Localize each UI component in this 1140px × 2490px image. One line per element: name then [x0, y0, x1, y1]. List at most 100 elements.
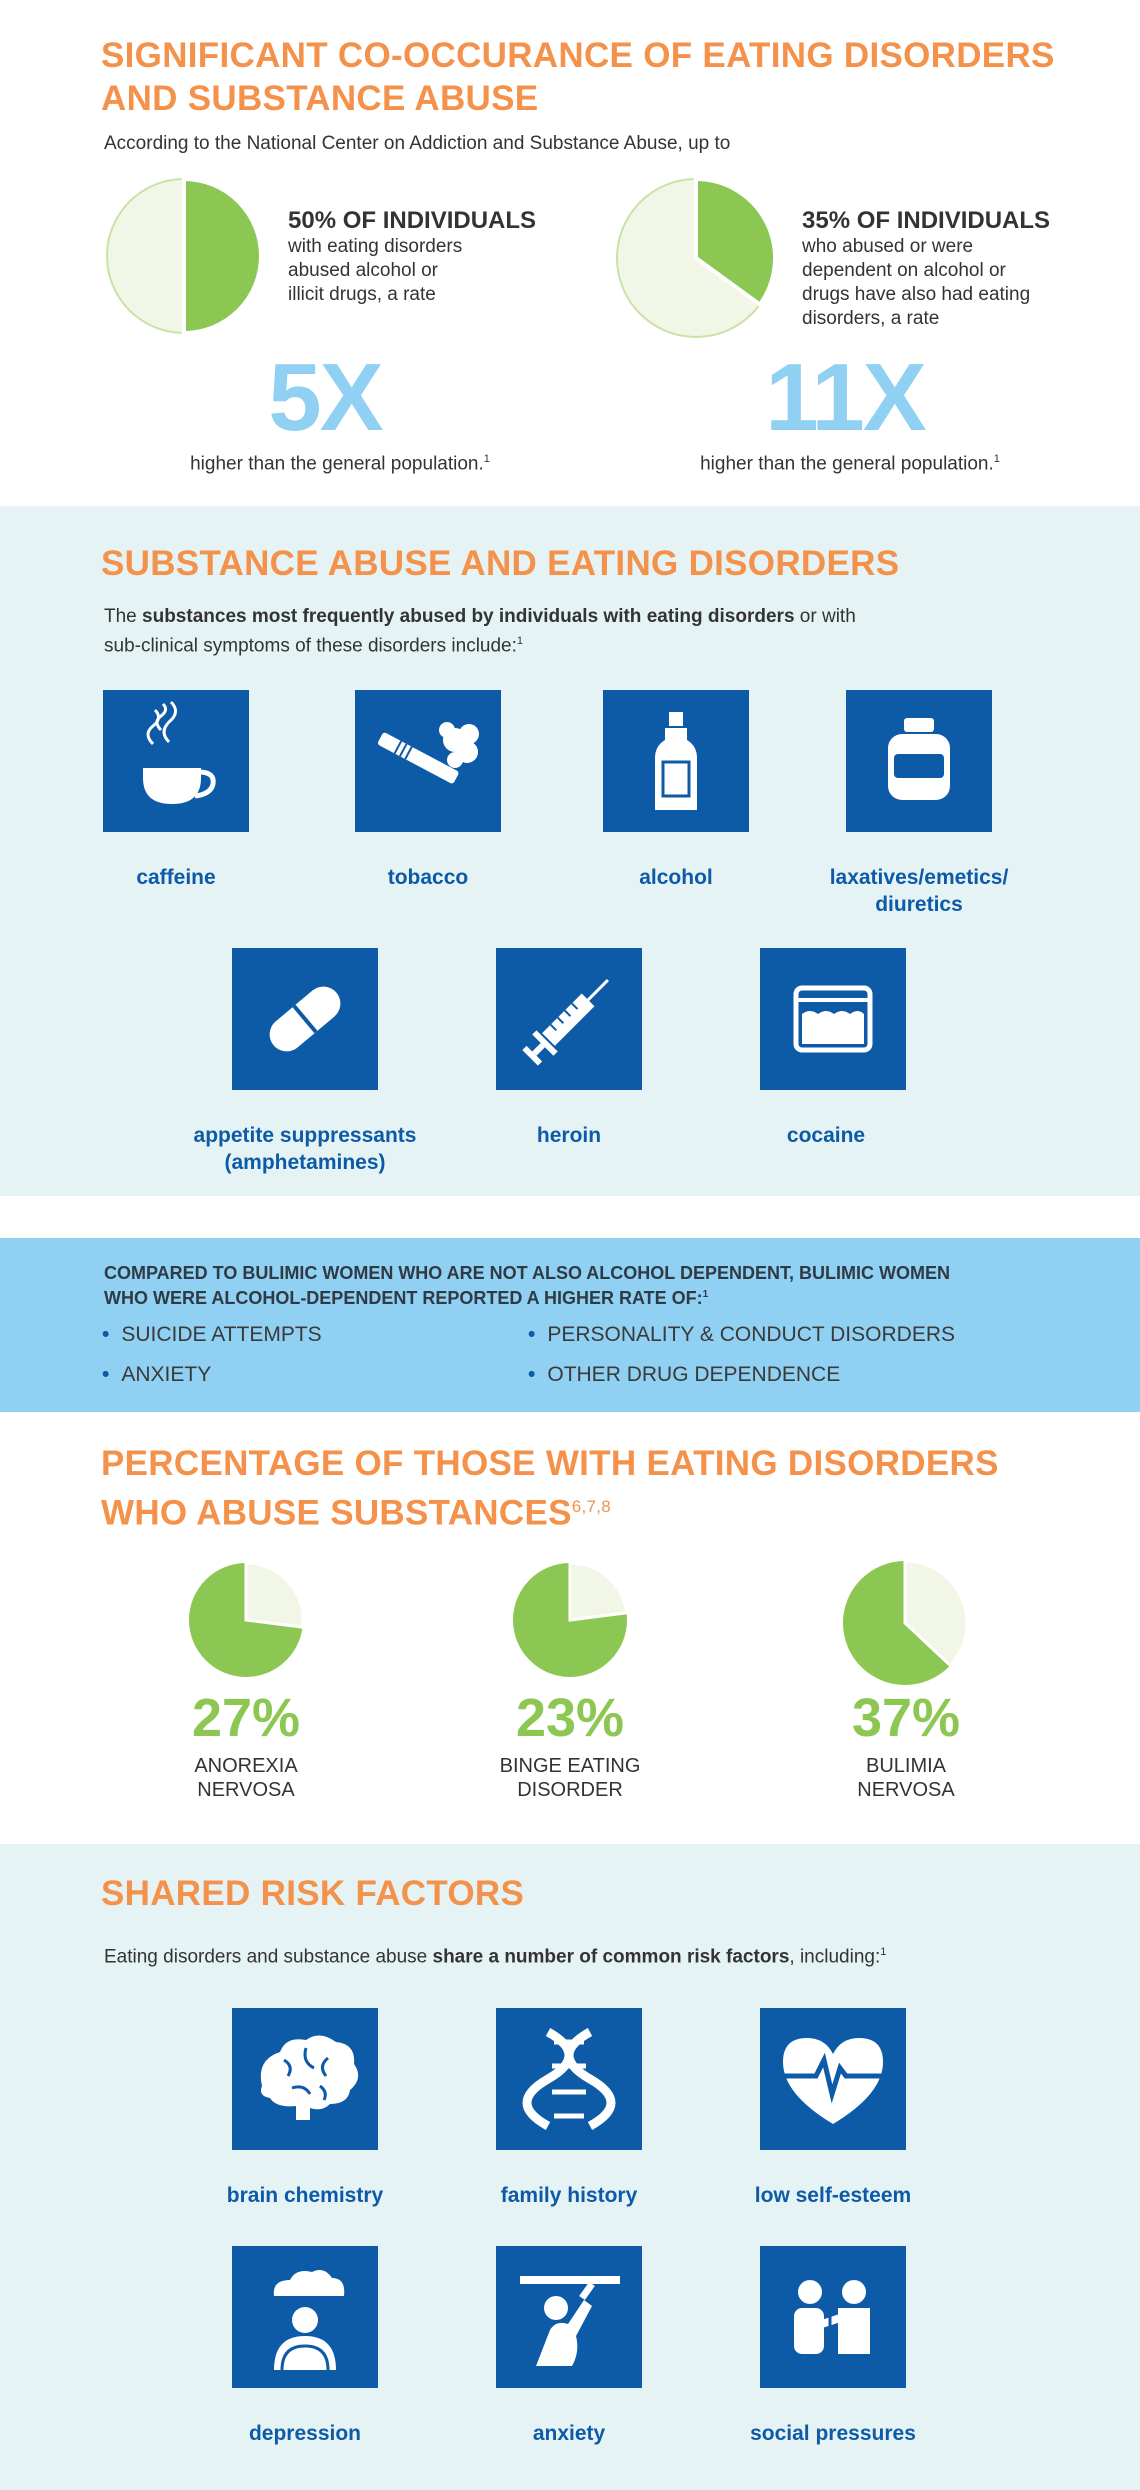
bullet-dot: • — [528, 1323, 536, 1346]
section-bulimic-banner: COMPARED TO BULIMIC WOMEN WHO ARE NOT AL… — [0, 1238, 1140, 1412]
label-binge-eating: BINGE EATING DISORDER — [470, 1754, 670, 1802]
stat2-text: 35% OF INDIVIDUALS who abused or were de… — [802, 207, 1102, 331]
stat1-footnote-sup: 1 — [483, 453, 490, 465]
bullet-text: ANXIETY — [121, 1363, 212, 1386]
section-co-occurrence: SIGNIFICANT CO-OCCURANCE OF EATING DISOR… — [0, 0, 1140, 506]
section4-title: PERCENTAGE OF THOSE WITH EATING DISORDER… — [101, 1442, 1101, 1535]
pie-binge-slice — [568, 1561, 629, 1622]
section2-intro-pre: The — [104, 606, 143, 627]
label-bulimia: BULIMIA NERVOSA — [806, 1754, 1006, 1802]
bullet-text: PERSONALITY & CONDUCT DISORDERS — [547, 1323, 955, 1346]
stat2-title: 35% OF INDIVIDUALS — [802, 207, 1051, 234]
section5-intro-sup: 1 — [880, 1946, 887, 1958]
label-binge-line1: BINGE EATING — [499, 1755, 641, 1777]
section1-title-line2: AND SUBSTANCE ABUSE — [101, 79, 539, 118]
stat2-footnote: higher than the general population.1 — [650, 447, 1050, 476]
label-appetite-line1: appetite suppressants — [193, 1124, 417, 1147]
pie-anorexia — [189, 1561, 305, 1677]
stat1-text: 50% OF INDIVIDUALS with eating disorders… — [288, 207, 568, 307]
section5-intro: Eating disorders and substance abuse sha… — [104, 1940, 1064, 1969]
label-brain-chemistry: brain chemistry — [226, 2184, 384, 2207]
bullet-suicide-attempts: • SUICIDE ATTEMPTS — [102, 1322, 322, 1348]
tile-depression — [232, 2246, 378, 2388]
section-percentages: PERCENTAGE OF THOSE WITH EATING DISORDER… — [0, 1412, 1140, 1844]
section1-title: SIGNIFICANT CO-OCCURANCE OF EATING DISOR… — [101, 34, 1101, 120]
pressure-person-icon — [520, 2276, 620, 2366]
coffee-cup-icon — [143, 700, 216, 804]
tile-social-pressures — [760, 2246, 906, 2388]
people-push-icon — [794, 2280, 870, 2354]
section1-intro: According to the National Center on Addi… — [104, 133, 731, 154]
pie-bulimia-slice — [903, 1559, 969, 1668]
stat1-desc-line1: with eating disorders — [288, 236, 463, 257]
rain-cloud-person-icon — [273, 2270, 345, 2371]
stat2-desc-line1: who abused or were — [802, 236, 974, 257]
label-low-self-esteem: low self-esteem — [754, 2184, 912, 2207]
pie-slice-50 — [182, 176, 263, 336]
heart-pulse-icon — [778, 2038, 888, 2124]
pie-slice-35 — [694, 176, 777, 308]
bullet-dot: • — [528, 1363, 536, 1386]
label-social-pressures: social pressures — [750, 2422, 916, 2445]
pie-binge-eating — [513, 1561, 629, 1677]
label-laxatives: laxatives/emetics/ diuretics — [794, 864, 1044, 918]
section-risk-factors: SHARED RISK FACTORS Eating disorders and… — [0, 1844, 1140, 2490]
bottle-icon — [655, 712, 697, 810]
tile-alcohol — [603, 690, 749, 832]
pie-bulimia — [843, 1559, 969, 1685]
label-appetite-suppressants: appetite suppressants (amphetamines) — [155, 1122, 455, 1176]
label-anxiety: anxiety — [532, 2422, 606, 2445]
stat1-desc-line2: abused alcohol or — [288, 260, 438, 281]
banner-title-sup: 1 — [702, 1289, 709, 1300]
tile-family-history — [496, 2008, 642, 2150]
label-bulimia-line2: NERVOSA — [857, 1779, 955, 1801]
label-tobacco: tobacco — [387, 866, 469, 889]
capsule-icon — [269, 986, 341, 1052]
tile-anxiety — [496, 2246, 642, 2388]
section2-title: SUBSTANCE ABUSE AND EATING DISORDERS — [101, 544, 900, 583]
section2-intro-post: or with — [794, 606, 856, 627]
stat2-desc-line3: drugs have also had eating — [802, 284, 1031, 305]
tile-brain-chemistry — [232, 2008, 378, 2150]
section5-intro-pre: Eating disorders and substance abuse — [104, 1946, 433, 1968]
label-cocaine: cocaine — [786, 1124, 866, 1147]
section2-intro-bold: substances most frequently abused by ind… — [142, 606, 795, 627]
stat2-multiplier: 11X — [765, 344, 927, 451]
banner-title-line1: COMPARED TO BULIMIC WOMEN WHO ARE NOT AL… — [104, 1263, 950, 1283]
section5-intro-bold: share a number of common risk factors — [432, 1946, 790, 1968]
label-laxatives-line1: laxatives/emetics/ — [829, 866, 1009, 889]
bullet-other-drug-dependence: • OTHER DRUG DEPENDENCE — [528, 1362, 840, 1388]
section4-title-line1: PERCENTAGE OF THOSE WITH EATING DISORDER… — [101, 1444, 999, 1483]
stat1-footnote-text: higher than the general population. — [190, 453, 484, 475]
stat1-multiplier: 5X — [268, 344, 383, 451]
pct-anorexia: 27% — [191, 1688, 301, 1748]
pie-anorexia-slice — [244, 1561, 305, 1629]
banner-title-line2: WHO WERE ALCOHOL-DEPENDENT REPORTED A HI… — [104, 1288, 703, 1308]
bullet-dot: • — [102, 1323, 110, 1346]
section2-intro: The substances most frequently abused by… — [104, 604, 1004, 658]
bullet-text: OTHER DRUG DEPENDENCE — [547, 1363, 841, 1386]
label-bulimia-line1: BULIMIA — [865, 1755, 947, 1777]
label-heroin: heroin — [536, 1124, 602, 1147]
tile-appetite-suppressants — [232, 948, 378, 1090]
label-family-history: family history — [500, 2184, 638, 2207]
banner-title: COMPARED TO BULIMIC WOMEN WHO ARE NOT AL… — [104, 1262, 1104, 1309]
stat1-footnote: higher than the general population.1 — [140, 447, 540, 476]
stat2-footnote-sup: 1 — [993, 453, 1000, 465]
section-substances: SUBSTANCE ABUSE AND EATING DISORDERS The… — [0, 506, 1140, 1196]
section5-intro-post: , including: — [789, 1946, 881, 1968]
section1-title-line1: SIGNIFICANT CO-OCCURANCE OF EATING DISOR… — [101, 36, 1055, 75]
label-laxatives-line2: diuretics — [875, 893, 963, 916]
section2-intro-sup: 1 — [516, 635, 524, 647]
tile-heroin — [496, 948, 642, 1090]
tile-cocaine — [760, 948, 906, 1090]
pie-chart-50 — [106, 176, 263, 336]
section2-intro-line2: sub-clinical symptoms of these disorders… — [104, 635, 517, 657]
syringe-icon — [522, 979, 609, 1066]
stat2-desc-line4: disorders, a rate — [802, 308, 940, 329]
stat2-desc-line2: dependent on alcohol or — [802, 260, 1006, 281]
bullet-anxiety: • ANXIETY — [102, 1362, 211, 1388]
stat1-desc-line3: illicit drugs, a rate — [288, 284, 436, 305]
label-anorexia-line2: NERVOSA — [197, 1779, 295, 1801]
bullet-dot: • — [102, 1363, 110, 1386]
